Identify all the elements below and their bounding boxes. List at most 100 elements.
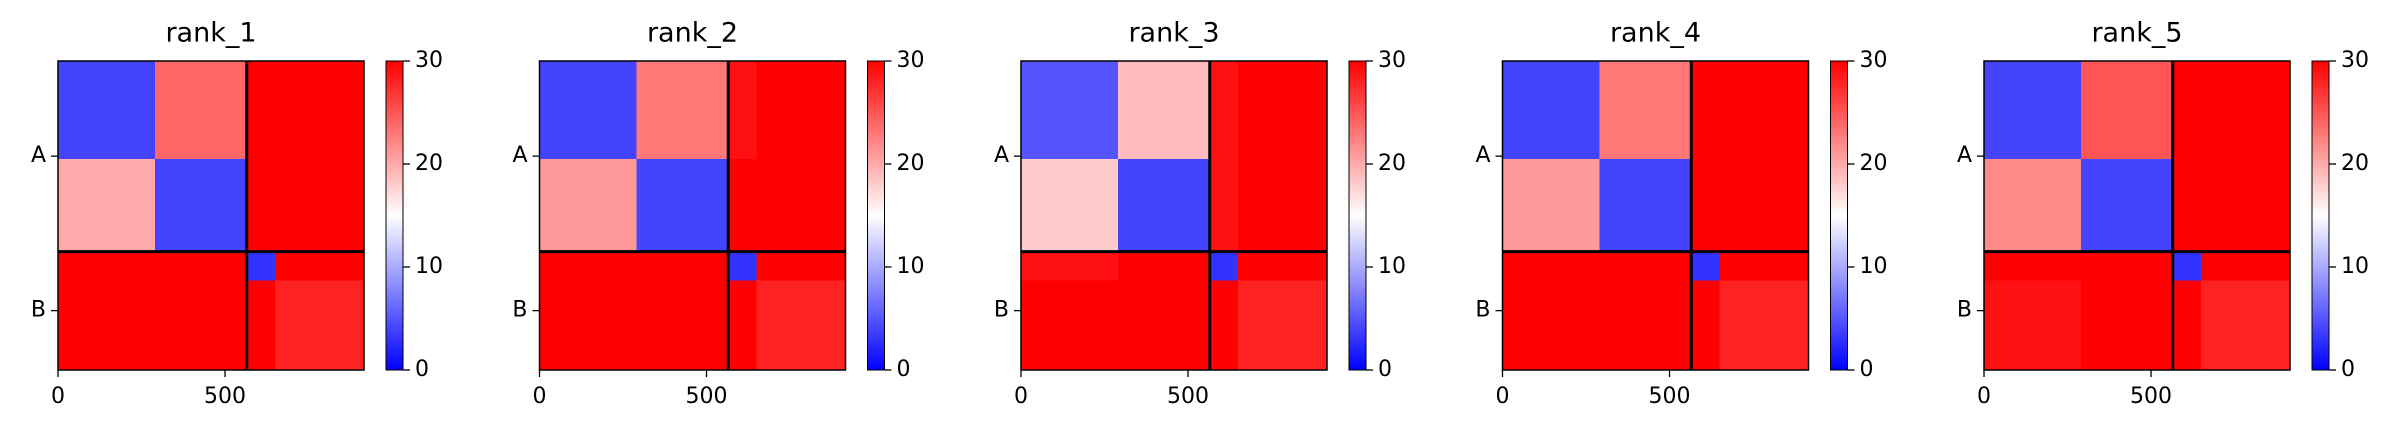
heatmap-cell — [539, 280, 637, 370]
heatmap-cell — [154, 280, 247, 370]
heatmap-cell — [2172, 251, 2202, 281]
heatmap-cell — [1984, 251, 2081, 281]
heatmap-cell — [1502, 251, 1600, 281]
panel: rank_2 0 500 A B 0 10 20 30 — [512, 18, 924, 410]
colorbar — [385, 60, 404, 371]
y-tick-label: A — [31, 143, 46, 168]
colorbar-tick-label: 30 — [897, 48, 925, 73]
heatmap-cell — [1021, 61, 1118, 159]
colorbar-tick-label: 20 — [2341, 151, 2369, 176]
heatmap-cell — [2201, 280, 2290, 370]
colorbar-tick-label: 30 — [1378, 48, 1406, 73]
y-tick-label: A — [512, 143, 527, 168]
panel: rank_3 0 500 A B 0 10 20 30 — [994, 18, 1406, 410]
heatmap-cell — [1691, 280, 1720, 370]
heatmap-cell — [246, 158, 276, 252]
heatmap-cell — [1719, 158, 1809, 252]
heatmap-cell — [1719, 251, 1809, 281]
x-tick-label: 0 — [51, 384, 65, 409]
x-tick-label: 500 — [2130, 384, 2172, 409]
heatmap-cell — [1984, 158, 2081, 252]
heatmap-cell — [728, 61, 757, 159]
heatmap-cell — [756, 158, 846, 252]
plot-frame — [1983, 60, 2291, 371]
plot-frame — [57, 60, 365, 371]
heatmap-cell — [2080, 61, 2173, 159]
heatmap-cell — [2080, 280, 2173, 370]
plot-frame — [1020, 60, 1328, 371]
heatmap-cell — [275, 251, 364, 281]
heatmap-cell — [154, 61, 247, 159]
colorbar-tick-label: 0 — [1860, 357, 1874, 382]
x-tick-label: 500 — [686, 384, 728, 409]
heatmap-cell — [2201, 251, 2290, 281]
heatmap-cell — [246, 280, 276, 370]
colorbar — [2311, 60, 2330, 371]
heatmap-cell — [154, 251, 247, 281]
heatmap-cell — [1599, 61, 1692, 159]
heatmap-cell — [1691, 158, 1720, 252]
colorbar — [1830, 60, 1848, 371]
heatmap-cell — [1691, 61, 1720, 159]
heatmap-cell — [58, 61, 155, 159]
y-tick-label: A — [1957, 143, 1972, 168]
heatmap-cell — [728, 251, 757, 281]
y-tick-label: B — [1475, 298, 1490, 323]
heatmap-cell — [2080, 158, 2173, 252]
y-tick-label: B — [31, 298, 46, 323]
colorbar-tick-label: 10 — [415, 254, 443, 279]
heatmap-cell — [756, 251, 846, 281]
heatmap-cell — [1021, 251, 1118, 281]
heatmap-cell — [2080, 251, 2173, 281]
heatmap-cell — [1117, 61, 1210, 159]
heatmap-cell — [728, 280, 757, 370]
heatmap-cell — [636, 251, 729, 281]
heatmap-cell — [1502, 158, 1600, 252]
y-tick-label: B — [512, 298, 527, 323]
colorbar-tick-label: 0 — [1378, 357, 1392, 382]
heatmap-cell — [58, 280, 155, 370]
heatmap-cell — [275, 158, 364, 252]
heatmap-cell — [1117, 280, 1210, 370]
heatmap-cell — [1502, 61, 1600, 159]
colorbar-tick-label: 20 — [897, 151, 925, 176]
heatmap-cell — [1719, 61, 1809, 159]
colorbar — [1348, 60, 1367, 371]
heatmap-cell — [275, 61, 364, 159]
x-tick-label: 500 — [1167, 384, 1209, 409]
heatmap-cell — [1021, 158, 1118, 252]
colorbar-tick-label: 20 — [415, 151, 443, 176]
heatmap-cell — [58, 251, 155, 281]
x-tick-label: 0 — [1496, 384, 1510, 409]
heatmap-cell — [1599, 251, 1692, 281]
heatmap-cell — [636, 61, 729, 159]
heatmap-cell — [1117, 251, 1210, 281]
panel: rank_4 0 500 A B 0 10 20 30 — [1475, 18, 1887, 410]
colorbar-tick-label: 20 — [1378, 151, 1406, 176]
x-tick-label: 0 — [533, 384, 547, 409]
heatmap-cell — [1209, 251, 1239, 281]
heatmap-cell — [275, 280, 364, 370]
colorbar-tick-label: 0 — [415, 357, 429, 382]
heatmap-cell — [1021, 280, 1118, 370]
heatmap-cell — [58, 158, 155, 252]
colorbar-tick-label: 20 — [1860, 151, 1888, 176]
heatmap-cell — [2201, 61, 2290, 159]
y-tick-label: B — [1957, 298, 1972, 323]
heatmap-cell — [1719, 280, 1809, 370]
colorbar-tick-label: 10 — [897, 254, 925, 279]
chart-title: rank_4 — [1610, 18, 1701, 49]
heatmap-cell — [728, 158, 757, 252]
heatmap-cell — [1238, 280, 1327, 370]
heatmap-cell — [154, 158, 247, 252]
heatmap-cell — [2172, 280, 2202, 370]
heatmap-cell — [1238, 158, 1327, 252]
heatmap-cell — [1209, 280, 1239, 370]
heatmap-cell — [246, 251, 276, 281]
colorbar-tick-label: 30 — [1860, 48, 1888, 73]
heatmap-cell — [756, 61, 846, 159]
heatmap-cell — [1238, 61, 1327, 159]
heatmap-cell — [1502, 280, 1600, 370]
heatmap-cell — [1984, 280, 2081, 370]
heatmap-cell — [1599, 280, 1692, 370]
